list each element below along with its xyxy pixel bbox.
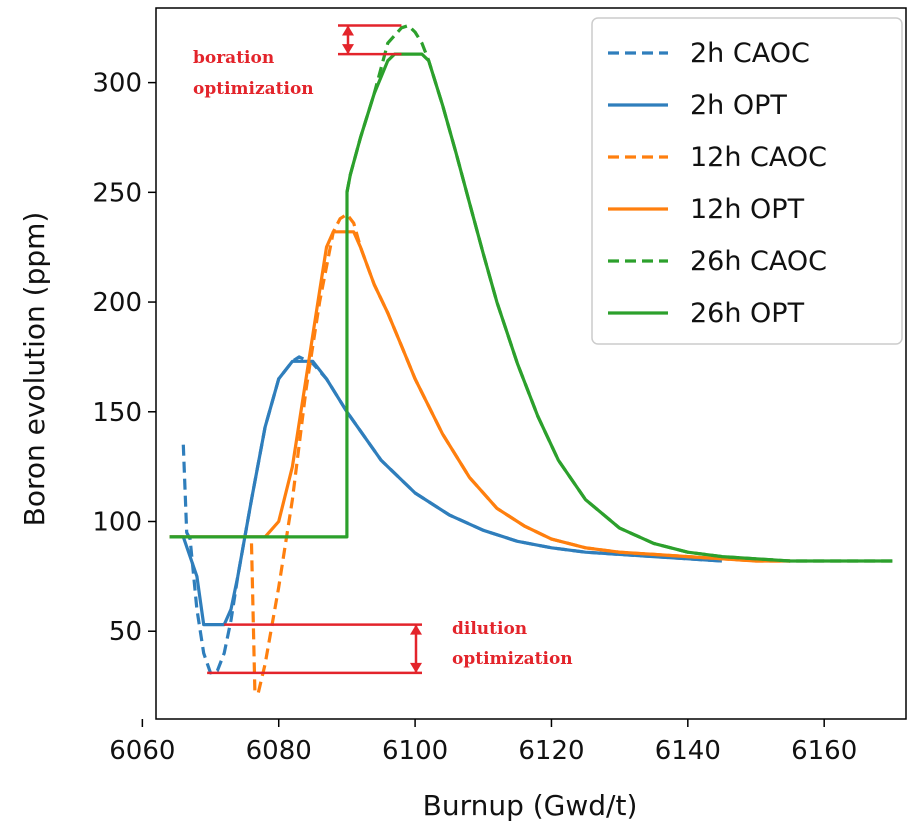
y-tick-label-1: 100 bbox=[92, 508, 142, 538]
y-tick-label-2: 150 bbox=[92, 398, 142, 428]
boration-annotation-line-2: optimization bbox=[193, 79, 314, 99]
y-tick-label-3: 200 bbox=[92, 288, 142, 318]
boration-arrow-head-bottom bbox=[342, 44, 354, 55]
annotation-layer: boration optimization dilution optimizat… bbox=[193, 24, 573, 675]
legend-label-0: 2h CAOC bbox=[690, 38, 810, 69]
plot-border bbox=[155, 7, 907, 720]
x-tick-label-5: 6160 bbox=[791, 736, 857, 766]
x-tick-label-2: 6100 bbox=[382, 736, 448, 766]
plot-frame bbox=[155, 7, 907, 720]
legend: 2h CAOC 2h OPT 12h CAOC 12h OPT 26h CAOC 26h … bbox=[591, 17, 903, 345]
x-tick-label-4: 6140 bbox=[655, 736, 721, 766]
y-tick-label-0: 50 bbox=[109, 617, 142, 647]
legend-label-3: 12h OPT bbox=[690, 194, 805, 225]
series-line-12h-opt bbox=[169, 230, 791, 563]
y-axis-title: Boron evolution (ppm) bbox=[18, 212, 51, 527]
series-line-26h-opt bbox=[169, 52, 893, 563]
legend-box bbox=[591, 17, 903, 345]
x-axis-title: Burnup (Gwd/t) bbox=[423, 789, 638, 822]
legend-label-1: 2h OPT bbox=[690, 90, 787, 121]
y-tick-label-5: 300 bbox=[92, 69, 142, 99]
y-tick-label-4: 250 bbox=[92, 178, 142, 208]
dilution-arrow-head-bottom bbox=[410, 662, 422, 673]
legend-label-5: 26h OPT bbox=[690, 298, 805, 329]
legend-label-4: 26h CAOC bbox=[690, 246, 827, 277]
series-line-2h-opt bbox=[169, 359, 723, 627]
dilution-annotation-line-1: dilution bbox=[452, 619, 527, 639]
x-tick-label-1: 6080 bbox=[246, 736, 312, 766]
legend-label-2: 12h CAOC bbox=[690, 142, 827, 173]
boration-annotation-line-1: boration bbox=[193, 48, 274, 68]
axes-layer: Burnup (Gwd/t) Boron evolution (ppm) 606… bbox=[18, 69, 857, 822]
x-tick-label-3: 6120 bbox=[518, 736, 584, 766]
x-tick-label-0: 6060 bbox=[109, 736, 175, 766]
series-layer bbox=[169, 24, 893, 695]
dilution-annotation-line-2: optimization bbox=[452, 649, 573, 669]
dilution-arrow-head-top bbox=[410, 624, 422, 635]
boration-arrow-head-top bbox=[342, 25, 354, 36]
